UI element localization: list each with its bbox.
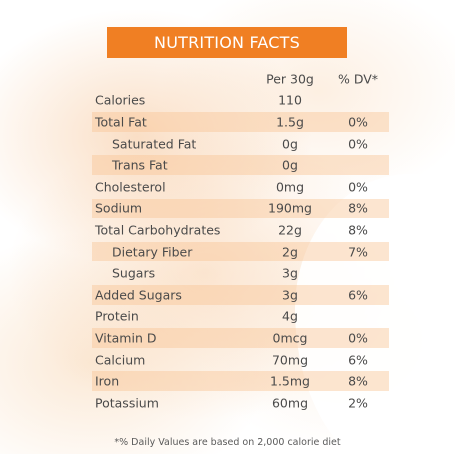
nutrient-daily-value: 6% bbox=[348, 352, 368, 368]
table-row: Potassium 60mg 2% bbox=[92, 392, 389, 414]
table-header-row: Per 30g % DV* bbox=[92, 68, 389, 90]
nutrient-amount: 190mg bbox=[268, 200, 312, 216]
nutrient-daily-value: 8% bbox=[348, 200, 368, 216]
nutrient-amount: 4g bbox=[282, 308, 298, 324]
nutrient-amount: 0g bbox=[282, 157, 298, 173]
nutrient-label: Added Sugars bbox=[95, 287, 182, 303]
nutrient-label: Total Fat bbox=[95, 114, 147, 130]
nutrient-amount: 3g bbox=[282, 265, 298, 281]
page-title: NUTRITION FACTS bbox=[154, 33, 300, 52]
nutrient-label: Vitamin D bbox=[95, 330, 157, 346]
nutrient-label: Sugars bbox=[112, 265, 156, 281]
table-row: Saturated Fat 0g 0% bbox=[92, 133, 389, 155]
table-row: Sodium 190mg 8% bbox=[92, 198, 389, 220]
nutrient-daily-value: 0% bbox=[348, 114, 368, 130]
nutrient-amount: 2g bbox=[282, 244, 298, 260]
table-row: Total Fat 1.5g 0% bbox=[92, 111, 389, 133]
table-row: Sugars 3g bbox=[92, 262, 389, 284]
nutrient-label: Saturated Fat bbox=[112, 136, 197, 152]
nutrient-label: Sodium bbox=[95, 200, 143, 216]
nutrient-daily-value: 0% bbox=[348, 330, 368, 346]
nutrient-amount: 3g bbox=[282, 287, 298, 303]
nutrition-table: Per 30g % DV* Calories 110 Total Fat 1.5g 0%… bbox=[92, 68, 389, 414]
amount-column-header: Per 30g bbox=[266, 71, 314, 87]
nutrient-daily-value: 7% bbox=[348, 244, 368, 260]
nutrient-label: Calories bbox=[95, 92, 146, 108]
nutrient-label: Protein bbox=[95, 308, 139, 324]
nutrient-label: Calcium bbox=[95, 352, 146, 368]
nutrient-daily-value: 8% bbox=[348, 222, 368, 238]
table-row: Protein 4g bbox=[92, 306, 389, 328]
nutrient-amount: 0mcg bbox=[272, 330, 308, 346]
nutrient-amount: 1.5g bbox=[276, 114, 304, 130]
nutrient-daily-value: 0% bbox=[348, 136, 368, 152]
nutrient-daily-value: 0% bbox=[348, 179, 368, 195]
nutrient-label: Trans Fat bbox=[112, 157, 168, 173]
nutrient-label: Iron bbox=[95, 373, 120, 389]
table-row: Vitamin D 0mcg 0% bbox=[92, 327, 389, 349]
table-row: Calories 110 bbox=[92, 90, 389, 112]
table-row: Total Carbohydrates 22g 8% bbox=[92, 219, 389, 241]
nutrient-daily-value: 8% bbox=[348, 373, 368, 389]
table-row: Cholesterol 0mg 0% bbox=[92, 176, 389, 198]
nutrient-label: Dietary Fiber bbox=[112, 244, 193, 260]
nutrient-amount: 110 bbox=[278, 92, 302, 108]
nutrient-amount: 0mg bbox=[275, 179, 305, 195]
table-row: Iron 1.5mg 8% bbox=[92, 370, 389, 392]
nutrient-amount: 0g bbox=[282, 136, 298, 152]
nutrient-label: Total Carbohydrates bbox=[95, 222, 221, 238]
nutrient-label: Potassium bbox=[95, 395, 159, 411]
table-row: Added Sugars 3g 6% bbox=[92, 284, 389, 306]
nutrient-daily-value: 6% bbox=[348, 287, 368, 303]
nutrient-amount: 1.5mg bbox=[270, 373, 310, 389]
table-row: Calcium 70mg 6% bbox=[92, 349, 389, 371]
footnote: *% Daily Values are based on 2,000 calor… bbox=[114, 437, 341, 448]
table-row: Trans Fat 0g bbox=[92, 154, 389, 176]
dv-column-header: % DV* bbox=[337, 71, 379, 87]
nutrient-amount: 60mg bbox=[271, 395, 309, 411]
title-banner: NUTRITION FACTS bbox=[107, 27, 347, 58]
nutrient-daily-value: 2% bbox=[348, 395, 368, 411]
nutrient-amount: 70mg bbox=[271, 352, 309, 368]
table-row: Dietary Fiber 2g 7% bbox=[92, 241, 389, 263]
nutrient-amount: 22g bbox=[278, 222, 302, 238]
nutrient-label: Cholesterol bbox=[95, 179, 166, 195]
